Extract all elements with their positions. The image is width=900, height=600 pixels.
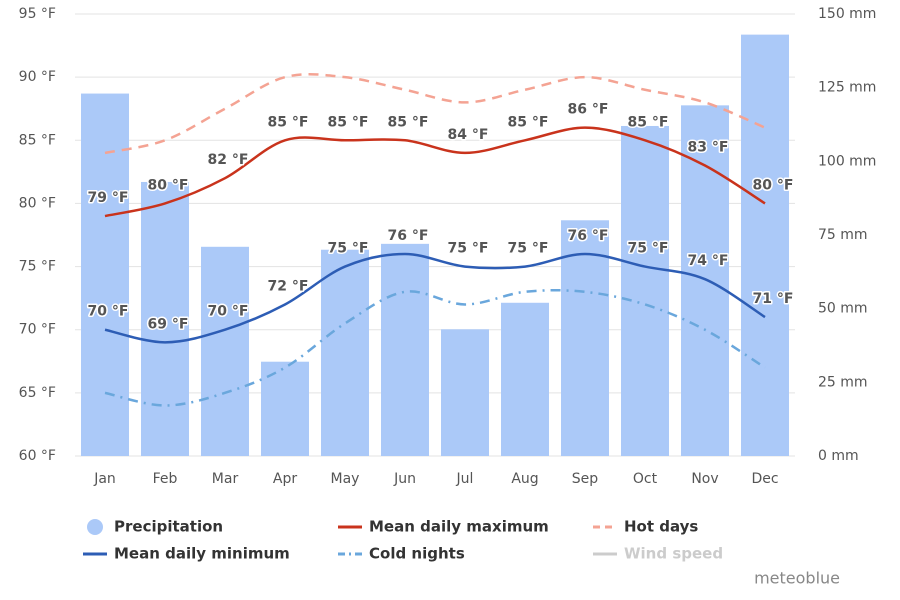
y-tick-label: 70 °F [19, 322, 56, 338]
data-label: 84 °F [448, 127, 489, 143]
x-tick-label: Dec [751, 471, 778, 487]
legend-label: Wind speed [624, 545, 723, 563]
legend-label: Cold nights [369, 545, 465, 563]
y2-tick-label: 25 mm [818, 374, 868, 390]
x-tick-label: Oct [633, 471, 658, 487]
x-tick-label: Aug [511, 471, 538, 487]
line [104, 126, 766, 218]
bar [201, 246, 249, 456]
x-tick-label: May [331, 471, 360, 487]
bar [441, 329, 489, 456]
bar [141, 181, 189, 456]
y-tick-label: 90 °F [19, 69, 56, 85]
data-label: 70 °F [88, 304, 129, 320]
data-label: 70 °F [208, 304, 249, 320]
legend-label: Precipitation [114, 518, 223, 536]
y2-tick-label: 50 mm [818, 301, 868, 317]
data-label: 71 °F [753, 291, 794, 307]
bar [681, 105, 729, 456]
bar [261, 361, 309, 456]
bar [621, 125, 669, 457]
bar [561, 220, 609, 456]
data-label: 85 °F [268, 114, 309, 130]
x-tick-label: Apr [273, 471, 297, 487]
y2-tick-label: 0 mm [818, 448, 859, 464]
legend-label: Mean daily maximum [369, 518, 549, 536]
data-label: 80 °F [148, 177, 189, 193]
data-label: 85 °F [508, 114, 549, 130]
y-tick-label: 75 °F [19, 259, 56, 275]
line [104, 252, 766, 344]
credit: meteoblue [754, 569, 840, 588]
bar [81, 93, 129, 456]
legend-marker [87, 519, 103, 535]
y2-tick-label: 100 mm [818, 153, 876, 169]
legend-label: Hot days [624, 518, 698, 536]
y2-tick-label: 125 mm [818, 80, 876, 96]
data-label: 85 °F [628, 114, 669, 130]
y-tick-label: 85 °F [19, 132, 56, 148]
data-label: 72 °F [268, 278, 309, 294]
data-label: 75 °F [448, 241, 489, 257]
bar [501, 302, 549, 456]
y-tick-label: 65 °F [19, 385, 56, 401]
legend-label: Mean daily minimum [114, 545, 290, 563]
x-tick-label: Feb [153, 471, 178, 487]
data-label: 85 °F [328, 114, 369, 130]
x-tick-label: Sep [572, 471, 599, 487]
x-tick-label: Jan [93, 471, 116, 487]
x-tick-label: Jun [393, 471, 416, 487]
line [104, 73, 766, 155]
x-tick-label: Mar [212, 471, 239, 487]
data-label: 83 °F [688, 140, 729, 156]
data-label: 76 °F [568, 228, 609, 244]
x-tick-label: Nov [691, 471, 718, 487]
data-label: 79 °F [88, 190, 129, 206]
y-tick-label: 95 °F [19, 6, 56, 22]
bar [741, 34, 789, 456]
data-label: 69 °F [148, 316, 189, 332]
data-label: 75 °F [508, 241, 549, 257]
y-tick-label: 80 °F [19, 195, 56, 211]
y2-tick-label: 75 mm [818, 227, 868, 243]
data-label: 75 °F [628, 241, 669, 257]
line [104, 289, 766, 407]
data-label: 74 °F [688, 253, 729, 269]
x-tick-label: Jul [456, 471, 474, 487]
data-label: 85 °F [388, 114, 429, 130]
data-label: 75 °F [328, 241, 369, 257]
bar [321, 249, 369, 456]
bar [381, 243, 429, 456]
data-label: 86 °F [568, 102, 609, 118]
data-label: 82 °F [208, 152, 249, 168]
data-label: 80 °F [753, 177, 794, 193]
y2-tick-label: 150 mm [818, 6, 876, 22]
data-label: 76 °F [388, 228, 429, 244]
y-tick-label: 60 °F [19, 448, 56, 464]
